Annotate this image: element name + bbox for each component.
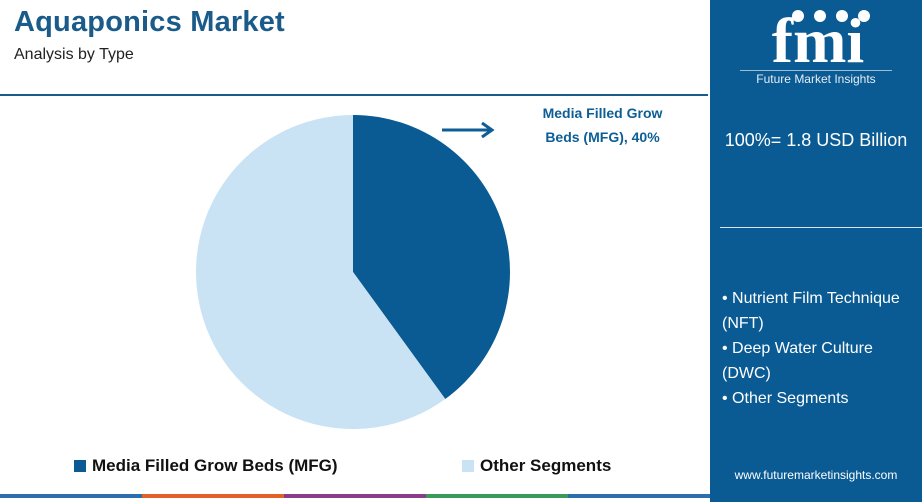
callout-line-1: Media Filled Grow	[542, 105, 663, 121]
info-sidebar: fmi Future Market Insights 100%= 1.8 USD…	[710, 0, 922, 502]
page-subtitle: Analysis by Type	[14, 46, 134, 63]
bottom-bar-segment	[426, 494, 568, 498]
website-link[interactable]: www.futuremarketinsights.com	[734, 468, 898, 482]
pie-slice-other	[195, 115, 446, 429]
legend-item-other: Other Segments	[462, 456, 611, 476]
bottom-bar-segment	[568, 494, 710, 498]
bottom-bar-segment	[0, 494, 142, 498]
sidebar-divider	[720, 227, 922, 228]
fmi-logo: fmi	[772, 6, 870, 68]
logo-dot-3	[836, 10, 848, 22]
legend-swatch-other	[462, 460, 474, 472]
bottom-bar-segment	[142, 494, 284, 498]
callout-arrow-icon	[442, 121, 495, 139]
logo-dot-2	[814, 10, 826, 22]
legend-label-mfg: Media Filled Grow Beds (MFG)	[92, 456, 338, 475]
other-segment-item: • Nutrient Film Technique (NFT)	[722, 290, 900, 332]
logo-dot-4	[858, 10, 870, 22]
header-divider	[0, 94, 708, 96]
market-total: 100%= 1.8 USD Billion	[724, 130, 908, 150]
legend-item-mfg: Media Filled Grow Beds (MFG)	[74, 456, 338, 476]
other-segment-item: • Deep Water Culture (DWC)	[722, 340, 873, 382]
bottom-color-bar	[0, 494, 710, 498]
page-title: Aquaponics Market	[14, 6, 285, 38]
chart-panel: Aquaponics Market Analysis by Type Media…	[0, 6, 710, 498]
other-segments-list: • Nutrient Film Technique (NFT) • Deep W…	[722, 286, 917, 411]
pie-chart	[195, 115, 510, 429]
legend-label-other: Other Segments	[480, 456, 612, 475]
other-segment-item: • Other Segments	[722, 390, 849, 407]
pie-slice-mfg	[353, 115, 510, 400]
slice-callout: Media Filled Grow Beds (MFG), 40%	[510, 101, 695, 149]
legend-swatch-mfg	[74, 460, 86, 472]
logo-dot-1	[792, 10, 804, 22]
bottom-bar-segment	[284, 494, 426, 498]
callout-line-2: Beds (MFG), 40%	[545, 129, 660, 145]
logo-divider	[740, 70, 892, 71]
logo-subtitle: Future Market Insights	[756, 72, 876, 86]
